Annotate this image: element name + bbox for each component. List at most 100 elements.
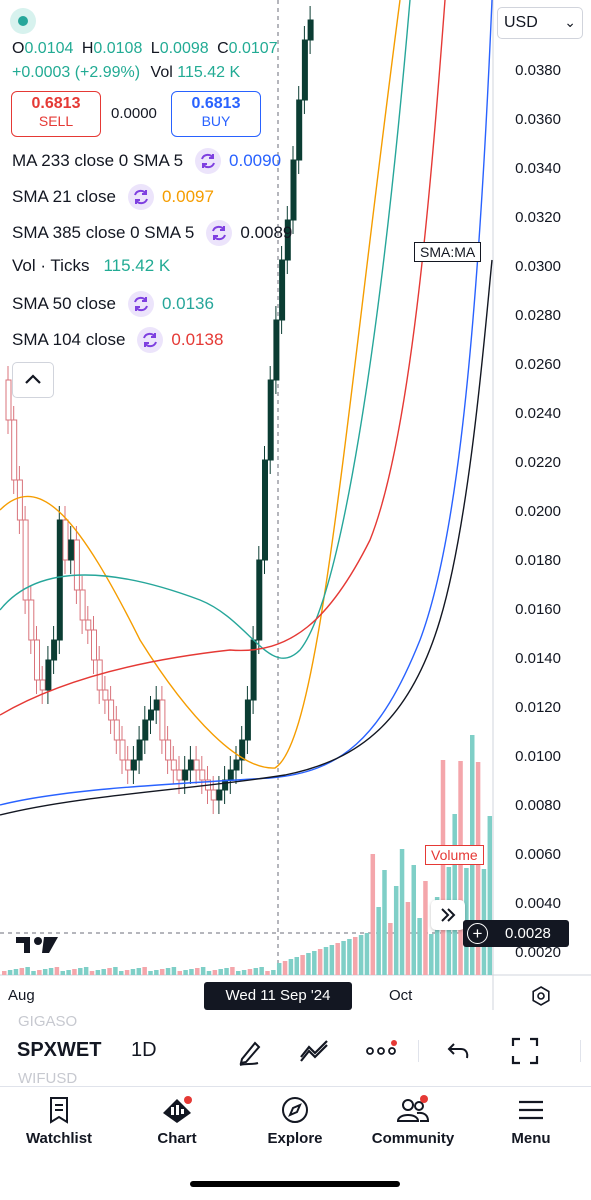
- tab-community[interactable]: Community: [363, 1095, 463, 1147]
- indicator-sma-21[interactable]: SMA 21 close 0.0097: [12, 184, 214, 210]
- plus-circle-icon[interactable]: +: [467, 923, 488, 944]
- volume-bar: [288, 959, 294, 975]
- volume-bar: [312, 951, 317, 975]
- watchlist-icon: [50, 1097, 68, 1124]
- volume-bar: [183, 970, 188, 975]
- candle-body: [273, 319, 280, 381]
- interval-button[interactable]: 1D: [131, 1039, 157, 1061]
- volume-bar: [265, 971, 270, 975]
- undo-icon[interactable]: [446, 1038, 472, 1069]
- candle-body: [199, 769, 206, 781]
- refresh-icon[interactable]: [127, 291, 154, 317]
- refresh-icon[interactable]: [206, 220, 233, 246]
- volume-bar: [13, 969, 19, 975]
- chart-settings-icon[interactable]: [530, 985, 552, 1012]
- price-tick: 0.0380: [515, 62, 561, 79]
- candle-body: [142, 719, 149, 741]
- sma-104-line: [0, 0, 446, 716]
- buy-label: BUY: [201, 113, 231, 129]
- crosshair-date-badge: Wed 11 Sep '24: [204, 982, 352, 1010]
- volume-bar: [159, 969, 165, 975]
- volume-bar: [95, 970, 101, 975]
- volume-bar: [25, 967, 30, 975]
- collapse-legend-button[interactable]: [12, 362, 54, 398]
- candle-body: [5, 379, 12, 421]
- volume-bar: [236, 971, 241, 975]
- candle-body: [113, 719, 120, 741]
- volume-bars: [2, 735, 493, 975]
- candle-body: [148, 709, 154, 721]
- refresh-icon[interactable]: [127, 184, 154, 210]
- volume-bar: [42, 969, 48, 975]
- indicators-icon[interactable]: [298, 1035, 332, 1072]
- volume-bar: [107, 968, 112, 975]
- volume-bar: [323, 947, 329, 975]
- volume-bar: [54, 967, 60, 975]
- candle-body: [102, 689, 109, 701]
- close-label: C: [217, 40, 229, 57]
- indicator-sma-50[interactable]: SMA 50 close 0.0136: [12, 291, 214, 317]
- volume-bar: [206, 971, 212, 975]
- low-label: L: [150, 40, 160, 57]
- drawing-tool-icon[interactable]: [234, 1035, 266, 1072]
- volume-bar: [434, 897, 440, 975]
- open-label: O: [12, 40, 25, 57]
- candle-body: [125, 759, 132, 771]
- tab-watchlist[interactable]: Watchlist: [9, 1095, 109, 1147]
- volume-bar: [37, 970, 42, 975]
- price-tick: 0.0340: [515, 160, 561, 177]
- indicator-sma-385[interactable]: SMA 385 close 0 SMA 5 0.0089: [12, 220, 292, 246]
- volume-bar: [335, 943, 340, 975]
- candle-body: [62, 519, 69, 561]
- candle-body: [256, 559, 263, 641]
- candle-body: [119, 739, 126, 761]
- volume-bar: [458, 761, 463, 975]
- volume-bar: [113, 967, 118, 975]
- ghost-symbol-top: GIGASO: [18, 1013, 78, 1030]
- refresh-icon[interactable]: [137, 327, 164, 353]
- tab-chart[interactable]: Chart: [127, 1095, 227, 1147]
- price-tick: 0.0240: [515, 405, 561, 422]
- toolbar-divider: [418, 1040, 419, 1062]
- price-tick: 0.0220: [515, 454, 561, 471]
- candle-body: [28, 599, 35, 641]
- buy-button[interactable]: 0.6813 BUY: [171, 91, 261, 137]
- scroll-to-latest-button[interactable]: [431, 900, 465, 930]
- price-chart[interactable]: [0, 0, 591, 1010]
- sell-button[interactable]: 0.6813 SELL: [11, 91, 101, 137]
- candle-body: [301, 39, 308, 101]
- indicator-label: Vol · Ticks: [12, 256, 90, 275]
- candle-body: [159, 699, 166, 741]
- price-tick: 0.0180: [515, 552, 561, 569]
- tab-label: Explore: [267, 1130, 323, 1147]
- candle-body: [91, 629, 97, 661]
- indicator-sma-104[interactable]: SMA 104 close 0.0138: [12, 327, 223, 353]
- tab-explore[interactable]: Explore: [245, 1095, 345, 1147]
- candle-body: [307, 19, 314, 41]
- volume-bar: [241, 970, 247, 975]
- symbol-name[interactable]: SPXWET: [17, 1039, 102, 1061]
- time-tick-oct: Oct: [389, 987, 413, 1004]
- sell-label: SELL: [38, 113, 74, 129]
- volume-bar: [19, 968, 25, 975]
- volume-bar: [405, 902, 411, 975]
- indicator-ma-233[interactable]: MA 233 close 0 SMA 5 0.0090: [12, 148, 281, 174]
- fullscreen-icon[interactable]: [510, 1036, 540, 1071]
- indicator-value: 115.42 K: [103, 256, 171, 275]
- indicator-value: 0.0089: [240, 223, 293, 242]
- volume-bar: [247, 969, 253, 975]
- indicator-volume[interactable]: Vol · Ticks 115.42 K: [12, 256, 170, 276]
- volume-bar: [224, 968, 229, 975]
- double-chevron-right-icon: [441, 908, 456, 922]
- high-value: 0.0108: [93, 40, 143, 57]
- currency-select[interactable]: USD ⌄: [497, 7, 583, 39]
- chevron-up-icon: [25, 374, 41, 384]
- volume-bar: [101, 969, 106, 975]
- volume-bar: [142, 967, 147, 975]
- candle-body: [262, 459, 268, 561]
- more-options-icon[interactable]: [365, 1040, 399, 1065]
- indicator-label: SMA 21 close: [12, 187, 116, 206]
- tab-menu[interactable]: Menu: [481, 1095, 581, 1147]
- candle-body: [16, 479, 23, 521]
- refresh-icon[interactable]: [195, 148, 222, 174]
